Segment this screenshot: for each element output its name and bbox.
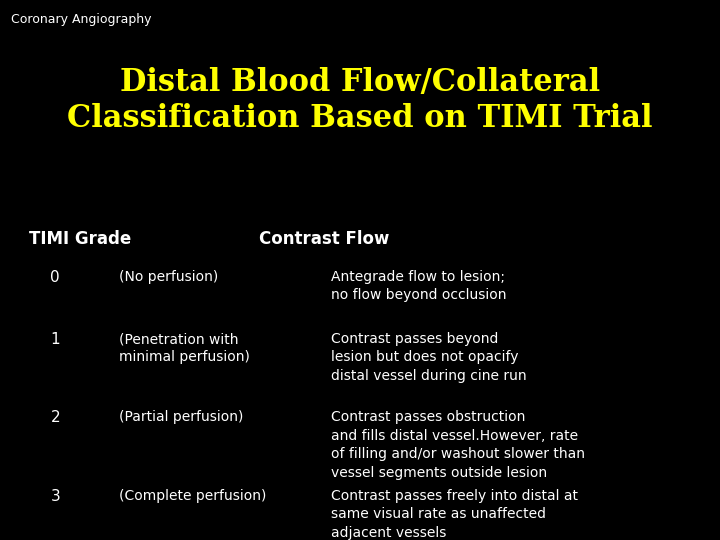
Text: (Complete perfusion): (Complete perfusion) [119,489,266,503]
Text: 1: 1 [50,332,60,347]
Text: Coronary Angiography: Coronary Angiography [11,14,151,26]
Text: Contrast passes freely into distal at
same visual rate as unaffected
adjacent ve: Contrast passes freely into distal at sa… [331,489,578,539]
Text: Contrast Flow: Contrast Flow [259,230,390,247]
Text: (Penetration with
minimal perfusion): (Penetration with minimal perfusion) [119,332,250,365]
Text: Contrast passes obstruction
and fills distal vessel.However, rate
of filling and: Contrast passes obstruction and fills di… [331,410,585,480]
Text: Antegrade flow to lesion;
no flow beyond occlusion: Antegrade flow to lesion; no flow beyond… [331,270,507,302]
Text: 3: 3 [50,489,60,504]
Text: TIMI Grade: TIMI Grade [29,230,131,247]
Text: Distal Blood Flow/Collateral
Classification Based on TIMI Trial: Distal Blood Flow/Collateral Classificat… [67,68,653,134]
Text: 0: 0 [50,270,60,285]
Text: (No perfusion): (No perfusion) [119,270,218,284]
Text: (Partial perfusion): (Partial perfusion) [119,410,243,424]
Text: 2: 2 [50,410,60,426]
Text: Contrast passes beyond
lesion but does not opacify
distal vessel during cine run: Contrast passes beyond lesion but does n… [331,332,527,383]
